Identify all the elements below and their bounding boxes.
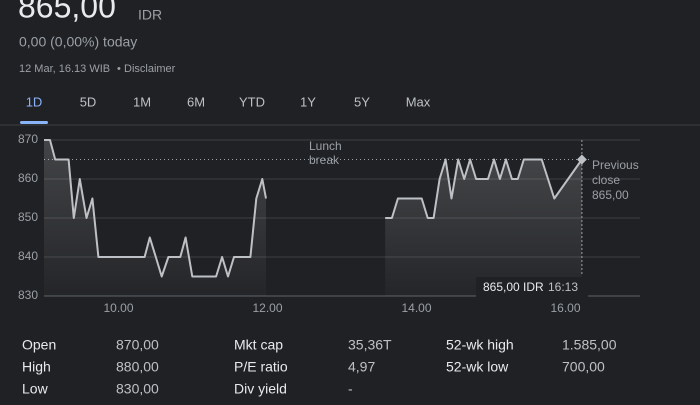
area-fill (385, 159, 582, 296)
stat-value: 4,97 (348, 359, 375, 375)
stat-value: - (348, 381, 353, 397)
stat-value: 1.585,00 (562, 337, 617, 353)
stat-label: Open (22, 337, 56, 353)
y-tick-label: 840 (18, 249, 38, 263)
price-line (44, 139, 583, 278)
x-tick-label: 10.00 (103, 301, 133, 315)
lunch-label: break (309, 153, 340, 167)
y-tick-label: 870 (18, 132, 38, 146)
tooltip-box (476, 277, 588, 297)
previous-close-value: 865,00 (592, 188, 629, 202)
stat-label: Low (22, 381, 49, 397)
stat-label: High (22, 359, 51, 375)
tab-underline (20, 121, 48, 124)
currency: IDR (138, 7, 162, 23)
stat-value: 870,00 (116, 337, 159, 353)
tab[interactable]: 5Y (354, 94, 370, 109)
x-tick-label: 16.00 (550, 301, 580, 315)
tooltip-time: 16:13 (548, 280, 578, 294)
stat-label: Mkt cap (234, 337, 283, 353)
cursor-marker (576, 154, 587, 165)
y-tick-label: 860 (18, 171, 38, 185)
y-tick-label: 850 (18, 210, 38, 224)
y-tick-label: 830 (18, 288, 38, 302)
tab[interactable]: 6M (187, 94, 205, 109)
x-tick-label: 12.00 (252, 301, 282, 315)
stat-value: 700,00 (562, 359, 605, 375)
stat-value: 35,36T (348, 337, 392, 353)
timestamp: 12 Mar, 16.13 WIB (19, 63, 110, 75)
x-tick-label: 14.00 (401, 301, 431, 315)
tab[interactable]: 5D (80, 94, 97, 109)
tab[interactable]: 1D (26, 94, 43, 109)
tab[interactable]: 1Y (300, 94, 316, 109)
disclaimer-link[interactable]: Disclaimer (124, 63, 176, 75)
stat-value: 830,00 (116, 381, 159, 397)
lunch-label: Lunch (309, 139, 342, 153)
tab[interactable]: YTD (239, 94, 265, 109)
stat-label: 52-wk low (446, 359, 509, 375)
separator: • (117, 63, 121, 75)
stat-label: P/E ratio (234, 359, 288, 375)
tab[interactable]: 1M (133, 94, 151, 109)
tab[interactable]: Max (406, 94, 431, 109)
previous-close-label: Previous (592, 158, 639, 172)
tooltip-value: 865,00 IDR (483, 280, 544, 294)
change: 0,00 (0,00%) today (19, 34, 137, 50)
stat-label: Div yield (234, 381, 287, 397)
previous-close-label: close (592, 173, 620, 187)
stat-label: 52-wk high (446, 337, 514, 353)
price: 865,00 (18, 0, 116, 24)
stat-value: 880,00 (116, 359, 159, 375)
